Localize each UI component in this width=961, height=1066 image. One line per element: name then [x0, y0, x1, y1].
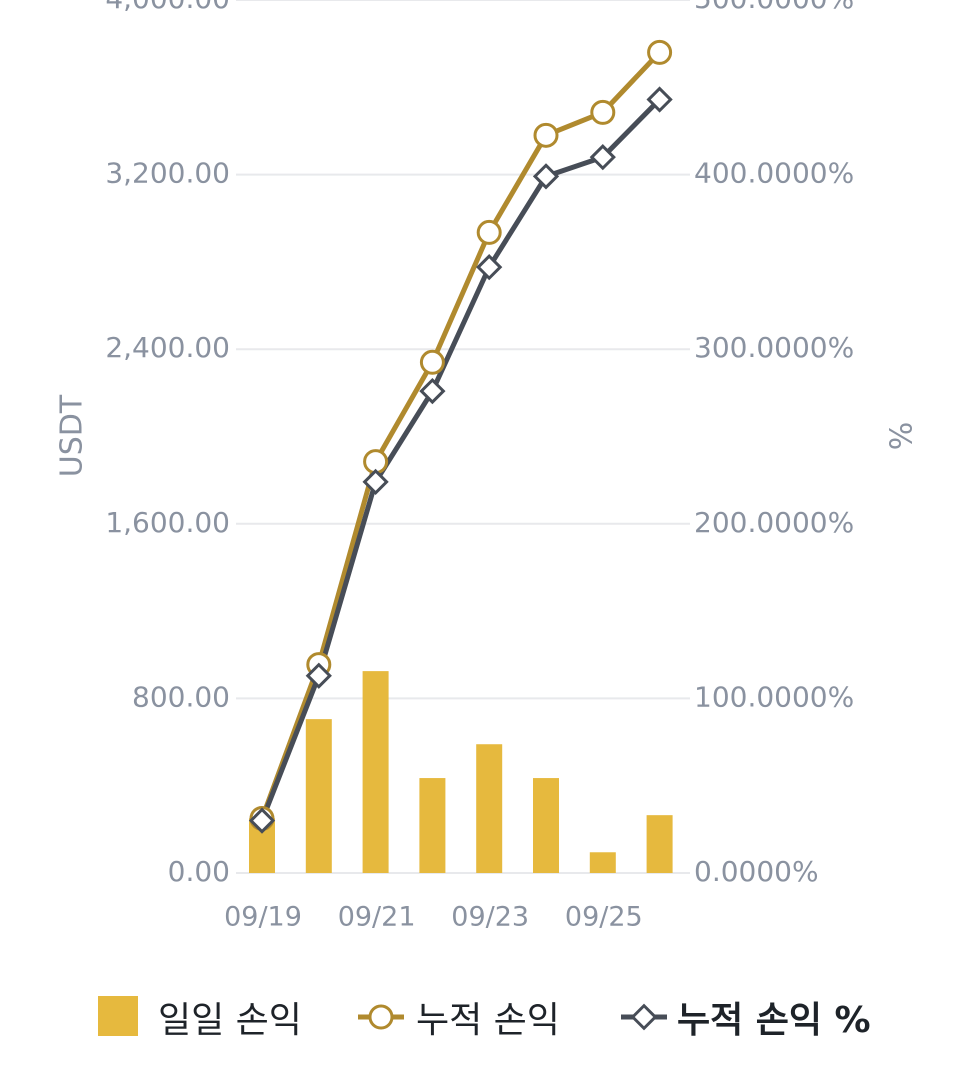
legend-item-cumulative-pnl-pct[interactable]: 누적 손익 % — [619, 985, 871, 1049]
cumulative-pnl-pct-line — [259, 97, 662, 822]
cumulative-pnl-pct-point[interactable] — [532, 163, 560, 190]
cumulative-pnl-pct-point[interactable] — [419, 377, 446, 405]
right-tick-label: 200.0000% — [694, 506, 854, 539]
bar[interactable] — [476, 744, 503, 873]
combo-chart: 0.00 800.00 1,600.00 2,400.00 3,200.00 4,000.… — [55, 0, 920, 933]
cumulative-pnl-pct-point[interactable] — [305, 662, 332, 689]
circle-line-icon — [358, 1004, 404, 1030]
left-axis-ticks: 0.00 800.00 1,600.00 2,400.00 3,200.00 4,000.… — [105, 0, 230, 888]
cumulative-pnl-pct-point[interactable] — [362, 468, 389, 496]
bar[interactable] — [362, 671, 389, 873]
right-tick-label: 0.0000% — [694, 855, 819, 888]
bar[interactable] — [419, 778, 446, 873]
left-tick-label: 2,400.00 — [105, 331, 230, 364]
legend-label-cumulative-pnl: 누적 손익 — [416, 1000, 560, 1041]
left-axis-title: USDT — [55, 394, 90, 477]
right-axis-title: % — [885, 422, 920, 451]
cumulative-pnl-point[interactable] — [647, 39, 673, 65]
right-axis-ticks: 0.0000% 100.0000% 200.0000% 300.0000% 400.00… — [694, 0, 854, 888]
bar[interactable] — [589, 852, 616, 873]
cumulative-pnl-pct-point[interactable] — [248, 807, 276, 834]
cumulative-pnl-pct-point[interactable] — [476, 254, 503, 281]
legend-item-daily-pnl[interactable]: 일일 손익 — [98, 985, 302, 1049]
cumulative-pnl-pct-point[interactable] — [589, 144, 616, 171]
x-tick-label: 09/25 — [565, 902, 643, 933]
diamond-line-icon — [621, 1003, 667, 1031]
cumulative-pnl-point[interactable] — [533, 122, 559, 148]
legend: 일일 손익 누적 손익 누적 손익 % — [0, 985, 961, 1055]
legend-item-cumulative-pnl[interactable]: 누적 손익 — [356, 985, 560, 1049]
left-tick-label: 800.00 — [132, 680, 230, 713]
x-tick-label: 09/23 — [451, 902, 529, 933]
cumulative-lines — [248, 39, 673, 834]
grid-lines — [236, 0, 690, 874]
x-tick-label: 09/21 — [338, 902, 416, 933]
legend-label-cumulative-pnl-pct: 누적 손익 % — [677, 1000, 871, 1041]
x-axis-ticks: 09/19 09/21 09/23 09/25 — [224, 902, 643, 933]
bar-swatch-icon — [98, 996, 138, 1036]
right-tick-label: 100.0000% — [694, 680, 854, 713]
right-tick-label: 500.0000% — [694, 0, 854, 15]
bar[interactable] — [305, 719, 332, 873]
left-tick-label: 1,600.00 — [105, 506, 230, 539]
x-tick-label: 09/19 — [224, 902, 302, 933]
cumulative-pnl-point[interactable] — [476, 219, 502, 245]
bar[interactable] — [533, 778, 559, 873]
legend-label-daily-pnl: 일일 손익 — [158, 1000, 302, 1041]
left-tick-label: 4,000.00 — [105, 0, 230, 15]
left-tick-label: 0.00 — [168, 855, 230, 888]
right-tick-label: 400.0000% — [694, 157, 854, 190]
right-tick-label: 300.0000% — [694, 331, 854, 364]
left-tick-label: 3,200.00 — [105, 157, 230, 190]
cumulative-pnl-point[interactable] — [419, 349, 445, 375]
cumulative-pnl-pct-point[interactable] — [646, 86, 673, 113]
cumulative-pnl-point[interactable] — [590, 99, 616, 125]
daily-pnl-bars — [249, 671, 673, 873]
bar[interactable] — [646, 815, 673, 873]
